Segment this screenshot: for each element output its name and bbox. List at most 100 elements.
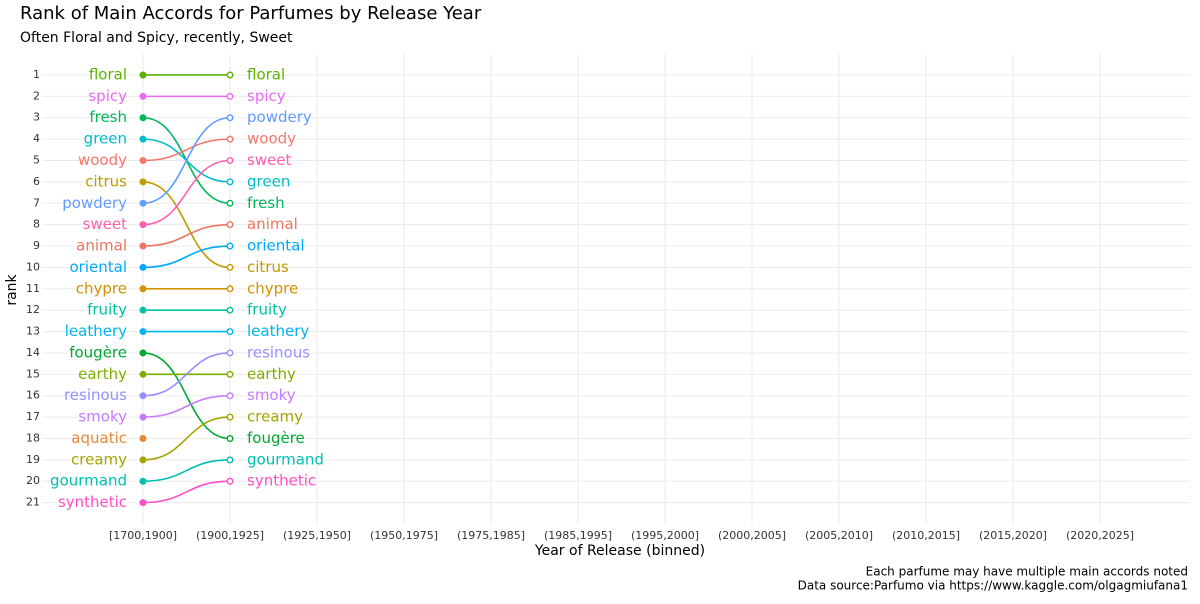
series-label-left: fougère bbox=[69, 343, 127, 361]
y-tick-label: 13 bbox=[26, 325, 40, 338]
y-tick-label: 18 bbox=[26, 431, 40, 444]
y-tick-label: 15 bbox=[26, 367, 40, 380]
x-tick-label: (1900,1925] bbox=[196, 529, 264, 542]
point bbox=[226, 434, 234, 442]
point bbox=[139, 263, 147, 271]
series-label-left: floral bbox=[89, 65, 127, 83]
series-label-left: fresh bbox=[89, 108, 127, 126]
point bbox=[226, 328, 234, 336]
y-tick-label: 3 bbox=[33, 111, 40, 124]
series-label-right: woody bbox=[247, 130, 296, 148]
series-label-right: citrus bbox=[247, 258, 289, 276]
bump-line bbox=[142, 394, 231, 418]
y-tick-label: 21 bbox=[26, 496, 40, 509]
point bbox=[139, 199, 147, 207]
y-tick-label: 14 bbox=[26, 346, 40, 359]
series-label-left: synthetic bbox=[58, 493, 127, 511]
point bbox=[139, 178, 147, 186]
y-tick-label: 8 bbox=[33, 218, 40, 231]
point bbox=[139, 434, 147, 442]
series-label-right: animal bbox=[247, 215, 298, 233]
series-label-left: sweet bbox=[83, 215, 128, 233]
series-label-left: creamy bbox=[71, 450, 127, 468]
bump-line bbox=[142, 116, 231, 205]
point bbox=[139, 392, 147, 400]
bump-line bbox=[142, 181, 231, 269]
series-label-right: sweet bbox=[247, 151, 292, 169]
x-tick-label: (2005,2010] bbox=[805, 529, 873, 542]
series-label-right: green bbox=[247, 172, 290, 190]
point bbox=[226, 135, 234, 143]
point bbox=[226, 285, 234, 293]
series-label-left: aquatic bbox=[71, 429, 127, 447]
y-tick-label: 4 bbox=[33, 132, 40, 145]
series-label-right: resinous bbox=[247, 343, 310, 361]
bump-line bbox=[142, 245, 231, 269]
point bbox=[226, 157, 234, 165]
series-label-right: creamy bbox=[247, 408, 303, 426]
series-label-left: gourmand bbox=[50, 472, 127, 490]
point bbox=[226, 199, 234, 207]
point bbox=[139, 370, 147, 378]
series-label-left: smoky bbox=[78, 408, 127, 426]
point bbox=[139, 92, 147, 100]
series-label-right: powdery bbox=[247, 108, 312, 126]
x-tick-label: (2020,2025] bbox=[1066, 529, 1134, 542]
y-tick-label: 17 bbox=[26, 410, 40, 423]
y-tick-label: 7 bbox=[33, 196, 40, 209]
y-tick-label: 19 bbox=[26, 453, 40, 466]
chart-title: Rank of Main Accords for Parfumes by Rel… bbox=[20, 3, 482, 24]
x-tick-label: (2015,2020] bbox=[979, 529, 1047, 542]
series-label-right: gourmand bbox=[247, 450, 324, 468]
caption: Data source:Parfumo via https://www.kagg… bbox=[798, 579, 1188, 593]
series-label-left: earthy bbox=[78, 365, 127, 383]
series-label-left: leathery bbox=[65, 322, 127, 340]
series-label-left: chypre bbox=[76, 279, 127, 297]
point bbox=[226, 242, 234, 250]
series-label-left: resinous bbox=[64, 386, 127, 404]
x-tick-label: (1985,1995] bbox=[544, 529, 612, 542]
point bbox=[139, 349, 147, 357]
point bbox=[226, 392, 234, 400]
y-axis-title: rank bbox=[4, 273, 20, 305]
y-tick-label: 6 bbox=[33, 175, 40, 188]
y-tick-label: 2 bbox=[33, 89, 40, 102]
point bbox=[226, 370, 234, 378]
series-label-left: spicy bbox=[88, 87, 127, 105]
series-label-right: oriental bbox=[247, 237, 305, 255]
y-tick-label: 10 bbox=[26, 260, 40, 273]
series-label-left: animal bbox=[76, 237, 127, 255]
point bbox=[139, 306, 147, 314]
series-label-right: smoky bbox=[247, 386, 296, 404]
point bbox=[139, 413, 147, 421]
point bbox=[139, 135, 147, 143]
point bbox=[139, 499, 147, 507]
x-tick-label: (1975,1985] bbox=[457, 529, 525, 542]
series-label-left: powdery bbox=[62, 194, 127, 212]
point bbox=[226, 178, 234, 186]
series-label-right: floral bbox=[247, 65, 285, 83]
y-tick-label: 20 bbox=[26, 474, 40, 487]
bump-line bbox=[142, 352, 231, 397]
point bbox=[226, 413, 234, 421]
point bbox=[226, 92, 234, 100]
series-label-right: fresh bbox=[247, 194, 285, 212]
x-tick-label: (2000,2005] bbox=[718, 529, 786, 542]
point bbox=[226, 221, 234, 229]
point bbox=[139, 157, 147, 165]
y-tick-label: 12 bbox=[26, 303, 40, 316]
chart-subtitle: Often Floral and Spicy, recently, Sweet bbox=[20, 30, 293, 46]
point bbox=[139, 328, 147, 336]
series-label-right: fougère bbox=[247, 429, 305, 447]
point bbox=[226, 263, 234, 271]
series-label-left: citrus bbox=[85, 172, 127, 190]
point bbox=[139, 114, 147, 122]
x-tick-label: (1925,1950] bbox=[283, 529, 351, 542]
point bbox=[139, 221, 147, 229]
series-label-right: earthy bbox=[247, 365, 296, 383]
series-label-left: fruity bbox=[87, 301, 127, 319]
series-label-right: synthetic bbox=[247, 472, 316, 490]
series-label-left: green bbox=[84, 130, 127, 148]
point bbox=[139, 477, 147, 485]
y-tick-label: 5 bbox=[33, 154, 40, 167]
